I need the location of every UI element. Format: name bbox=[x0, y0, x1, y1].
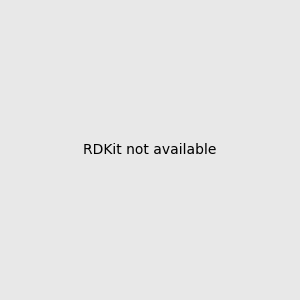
Text: RDKit not available: RDKit not available bbox=[83, 143, 217, 157]
